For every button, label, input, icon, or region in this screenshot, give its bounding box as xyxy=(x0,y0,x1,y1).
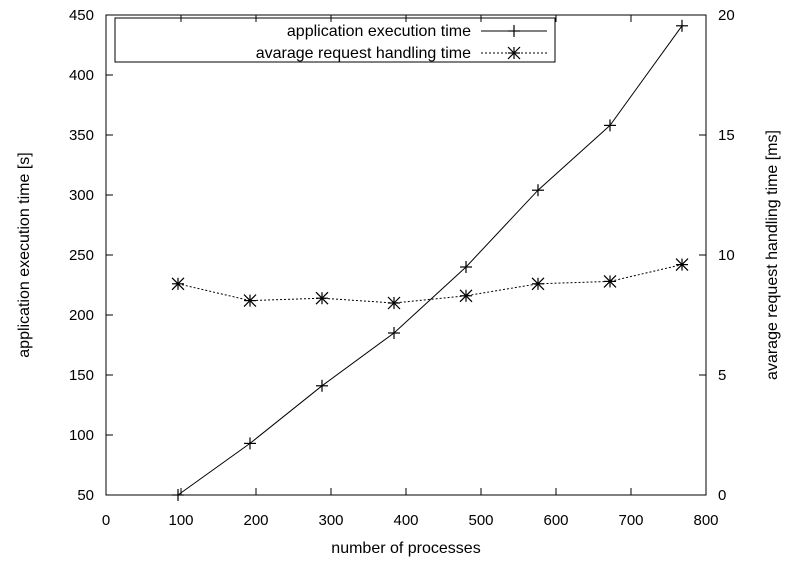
series-line-1 xyxy=(177,264,683,304)
data-point-0 xyxy=(676,19,688,32)
legend-label-execution-time: application execution time xyxy=(287,23,471,40)
data-point-0 xyxy=(244,437,256,450)
x-axis-title: number of processes xyxy=(331,540,480,557)
data-point-0 xyxy=(604,119,616,132)
data-point-1 xyxy=(171,277,185,291)
data-point-1 xyxy=(675,258,689,272)
data-point-0 xyxy=(460,261,472,273)
data-point-0 xyxy=(388,327,400,339)
data-point-1 xyxy=(603,274,617,288)
y2-tick-label: 10 xyxy=(718,247,735,264)
y-tick-label: 150 xyxy=(69,367,94,384)
legend-box xyxy=(114,17,556,63)
axis-ticks: 0 100 200 300 400 500 600 700 800501001502002503… xyxy=(69,7,735,529)
data-point-0 xyxy=(172,489,184,501)
legend-label-request-time: avarage request handling time xyxy=(256,45,471,62)
data-point-1 xyxy=(243,294,257,308)
y2-tick-label: 0 xyxy=(718,487,726,504)
x-tick-label: 100 xyxy=(168,512,193,529)
series-lines xyxy=(177,25,683,496)
y-tick-label: 450 xyxy=(69,7,94,24)
y-tick-label: 400 xyxy=(69,67,94,84)
y2-axis-title: avarage request handling time [ms] xyxy=(764,130,781,380)
data-point-1 xyxy=(387,296,401,310)
plot-frame xyxy=(105,14,707,496)
data-point-1 xyxy=(459,289,473,303)
y-tick-label: 50 xyxy=(77,487,94,504)
x-tick-label: 200 xyxy=(243,512,268,529)
data-point-0 xyxy=(316,379,328,392)
legend-marker-1 xyxy=(507,46,521,60)
y-axis-title: application execution time [s] xyxy=(16,152,33,357)
x-tick-label: 300 xyxy=(318,512,343,529)
y-tick-label: 300 xyxy=(69,187,94,204)
data-point-1 xyxy=(531,277,545,291)
data-point-0 xyxy=(532,184,544,197)
y-tick-label: 250 xyxy=(69,247,94,264)
x-tick-label: 600 xyxy=(543,512,568,529)
series-markers xyxy=(171,19,689,501)
y2-tick-label: 20 xyxy=(718,7,735,24)
data-point-1 xyxy=(315,291,329,305)
y2-tick-label: 5 xyxy=(718,367,726,384)
y-tick-label: 350 xyxy=(69,127,94,144)
x-tick-label: 800 xyxy=(693,512,718,529)
series-line-0 xyxy=(177,25,683,496)
legend-marker-0 xyxy=(508,25,520,37)
x-tick-label: 700 xyxy=(618,512,643,529)
x-tick-label: 0 xyxy=(102,512,110,529)
x-tick-label: 400 xyxy=(393,512,418,529)
x-tick-label: 500 xyxy=(468,512,493,529)
y2-tick-label: 15 xyxy=(718,127,735,144)
y-tick-label: 100 xyxy=(69,427,94,444)
legend: application execution time avarage reque… xyxy=(114,17,556,63)
y-tick-label: 200 xyxy=(69,307,94,324)
